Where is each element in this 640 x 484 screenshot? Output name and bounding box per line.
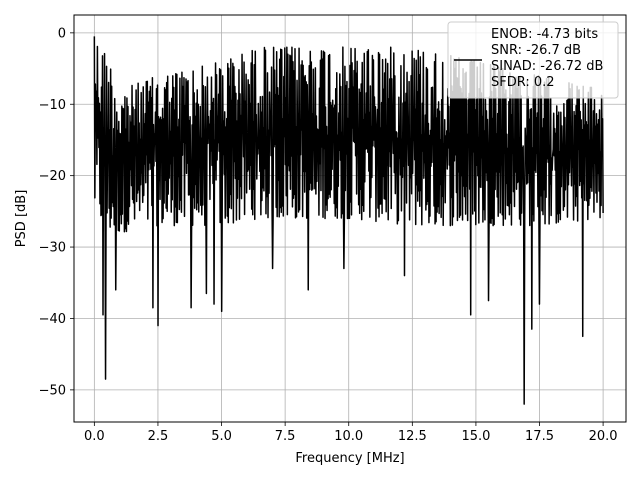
legend-label-line: SFDR: 0.2	[491, 75, 555, 90]
x-axis-label: Frequency [MHz]	[295, 451, 404, 466]
psd-series-line	[93, 36, 604, 405]
y-axis-ticks: 0 −10 −20 −30 −40 −50	[39, 26, 74, 398]
x-axis-ticks: 0.0 2.5 5.0 7.5 10.0 12.5 15.0 17.5 20.0	[84, 422, 618, 444]
x-tick-label: 12.5	[398, 429, 427, 444]
x-tick-label: 7.5	[275, 429, 296, 444]
x-tick-label: 15.0	[461, 429, 490, 444]
series-layer	[93, 36, 604, 405]
legend-label-line: SNR: -26.7 dB	[491, 43, 581, 58]
y-tick-label: 0	[58, 26, 66, 41]
y-axis-label: PSD [dB]	[14, 190, 29, 248]
legend-label-line: ENOB: -4.73 bits	[491, 27, 598, 42]
legend-label: ENOB: -4.73 bits SNR: -26.7 dB SINAD: -26.…	[491, 27, 603, 90]
legend-box	[447, 21, 619, 99]
legend-label-line: SINAD: -26.72 dB	[491, 59, 603, 74]
y-tick-label: −10	[39, 98, 66, 113]
y-tick-label: −40	[39, 312, 66, 327]
y-tick-label: −20	[39, 169, 66, 184]
x-tick-label: 0.0	[84, 429, 105, 444]
x-tick-label: 20.0	[589, 429, 618, 444]
x-tick-label: 5.0	[211, 429, 232, 444]
x-tick-label: 10.0	[334, 429, 363, 444]
axes-frame	[73, 14, 627, 423]
y-tick-label: −30	[39, 241, 66, 256]
x-tick-label: 17.5	[525, 429, 554, 444]
legend: ENOB: -4.73 bits SNR: -26.7 dB SINAD: -26.…	[447, 21, 619, 99]
y-tick-label: −50	[39, 383, 66, 398]
x-tick-label: 2.5	[148, 429, 169, 444]
